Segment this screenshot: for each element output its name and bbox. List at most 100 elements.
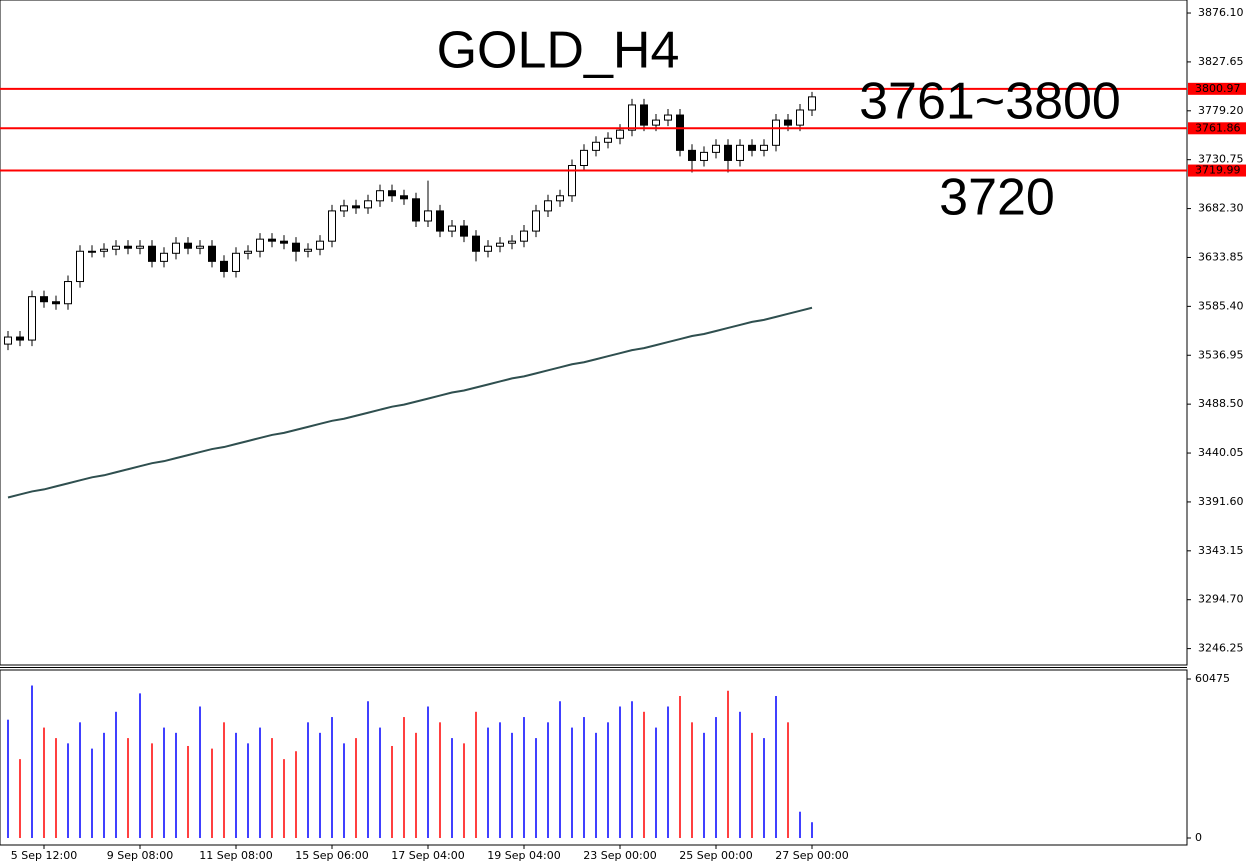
level-label: 3761.86 — [1195, 121, 1241, 134]
candle-body — [400, 195, 408, 200]
candle-body — [448, 225, 456, 232]
candle-body — [496, 242, 504, 247]
x-tick-label: 23 Sep 00:00 — [583, 849, 656, 861]
y-tick-label: 3391.60 — [1198, 495, 1244, 508]
candle-body — [328, 210, 336, 242]
candle-body — [748, 144, 756, 151]
candle-body — [628, 104, 636, 131]
moving-average — [7, 306, 813, 499]
candle-body — [592, 141, 600, 151]
candle-body — [700, 151, 708, 161]
candle-body — [784, 119, 792, 126]
x-tick-label: 19 Sep 04:00 — [487, 849, 560, 861]
candle-body — [28, 296, 36, 341]
candle-body — [688, 149, 696, 161]
volume-tick-label: 0 — [1195, 831, 1202, 844]
x-tick-label: 25 Sep 00:00 — [679, 849, 752, 861]
candle-body — [112, 245, 120, 250]
y-tick-label: 3779.20 — [1198, 104, 1244, 117]
annotation: GOLD_H4 — [437, 22, 680, 80]
candle-body — [652, 119, 660, 126]
candle-body — [376, 190, 384, 202]
candle-body — [148, 245, 156, 262]
y-tick-label: 3343.15 — [1198, 544, 1244, 557]
level-label-box — [1188, 164, 1246, 177]
candle-body — [664, 114, 672, 121]
candle-body — [568, 164, 576, 197]
candle-body — [52, 301, 60, 305]
candle-body — [220, 260, 228, 272]
candle-body — [580, 149, 588, 166]
y-tick-label: 3876.10 — [1198, 6, 1244, 19]
y-tick-label: 3730.75 — [1198, 153, 1244, 166]
candle-body — [124, 245, 132, 249]
y-tick-label: 3827.65 — [1198, 55, 1244, 68]
y-tick-label: 3633.85 — [1198, 250, 1244, 263]
x-tick-label: 11 Sep 08:00 — [199, 849, 272, 861]
candle-body — [472, 235, 480, 252]
candle-body — [364, 200, 372, 209]
candle-body — [4, 336, 12, 345]
candle-body — [460, 225, 468, 237]
volume-pane — [0, 669, 1188, 846]
candle-body — [484, 245, 492, 252]
x-tick-label: 27 Sep 00:00 — [775, 849, 848, 861]
candle-body — [604, 137, 612, 143]
marks: 3876.10 3827.65 3779.20 3730.75 3682.30 3633.… — [0, 6, 1246, 861]
candle-body — [172, 242, 180, 254]
candle-body — [196, 245, 204, 249]
y-tick-label: 3246.25 — [1198, 642, 1244, 655]
candle-body — [532, 210, 540, 232]
candle-body — [772, 119, 780, 146]
candle-body — [292, 242, 300, 252]
candle-body — [244, 250, 252, 254]
candle-body — [712, 144, 720, 153]
y-tick-label: 3294.70 — [1198, 593, 1244, 606]
candle-body — [280, 240, 288, 244]
y-tick-label: 3585.40 — [1198, 299, 1244, 312]
annotation: 3761~3800 — [859, 73, 1121, 131]
level-label: 3800.97 — [1195, 82, 1241, 95]
price-pane — [0, 0, 1188, 666]
candle-body — [268, 238, 276, 242]
annotation: 3720 — [939, 169, 1055, 227]
y-tick-label: 3440.05 — [1198, 446, 1244, 459]
candle-body — [76, 250, 84, 283]
candle-body — [760, 144, 768, 151]
x-tick-label: 5 Sep 12:00 — [11, 849, 77, 861]
x-tick-label: 17 Sep 04:00 — [391, 849, 464, 861]
level-label-box — [1188, 122, 1246, 135]
candle-body — [736, 144, 744, 161]
y-tick-label: 3682.30 — [1198, 202, 1244, 215]
candle-body — [352, 205, 360, 209]
candle-body — [160, 252, 168, 262]
candle-body — [304, 248, 312, 252]
candle-body — [100, 248, 108, 252]
candle-body — [616, 129, 624, 139]
candle-body — [520, 230, 528, 242]
candle-body — [796, 109, 804, 126]
candle-body — [232, 252, 240, 272]
candle-body — [808, 96, 816, 111]
candle-body — [184, 242, 192, 249]
x-tick-label: 9 Sep 08:00 — [107, 849, 173, 861]
candle-body — [316, 240, 324, 250]
candle-body — [412, 198, 420, 222]
candle-body — [88, 250, 96, 253]
candle-body — [676, 114, 684, 151]
candle-body — [388, 190, 396, 197]
candle-body — [208, 245, 216, 262]
candle-body — [556, 195, 564, 202]
x-tick-label: 15 Sep 06:00 — [295, 849, 368, 861]
candle-body — [40, 296, 48, 303]
candle-body — [544, 200, 552, 212]
candle-body — [136, 245, 144, 249]
candle-body — [640, 104, 648, 126]
volume-tick-label: 60475 — [1195, 672, 1230, 685]
candle-body — [64, 281, 72, 305]
candle-body — [424, 210, 432, 222]
candle-body — [340, 205, 348, 212]
candle-body — [436, 210, 444, 232]
y-tick-label: 3536.95 — [1198, 348, 1244, 361]
candle-body — [724, 144, 732, 161]
